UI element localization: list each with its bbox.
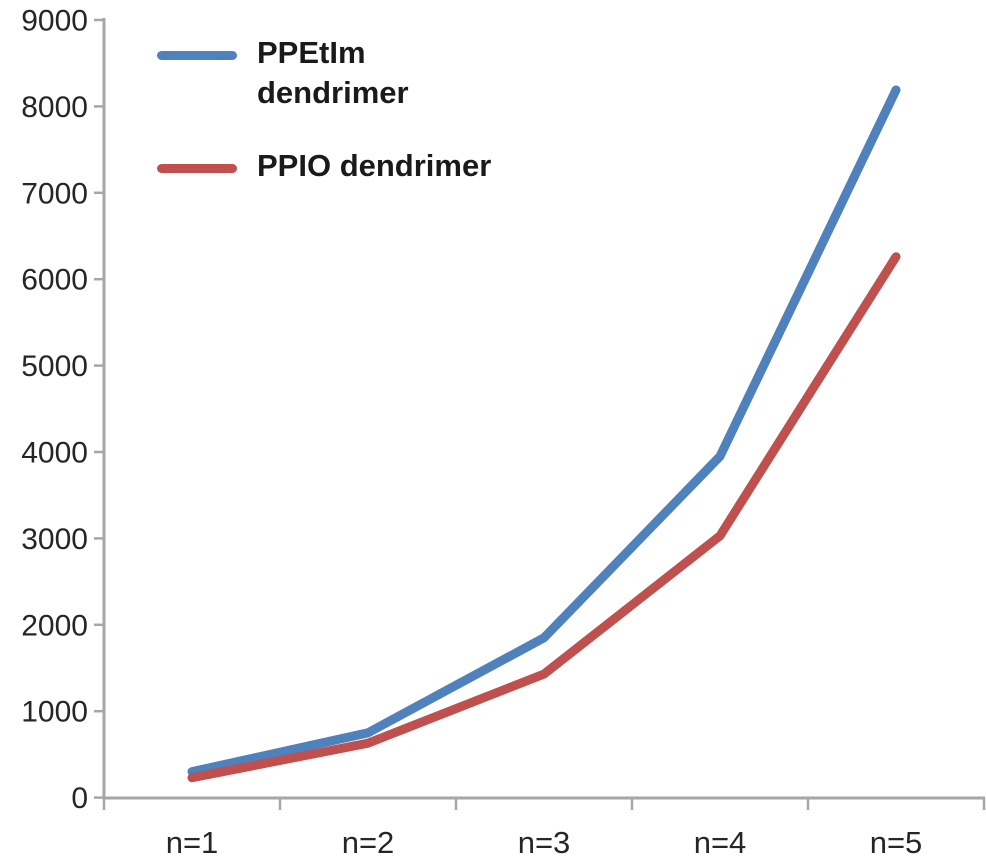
legend-line-swatch-ppio <box>157 164 237 173</box>
series-line-ppio[interactable] <box>187 252 901 783</box>
y-tick-label: 8000 <box>21 91 88 124</box>
series-line-ppetim[interactable] <box>187 85 901 777</box>
y-tick-label: 0 <box>71 782 88 815</box>
legend-line-swatch-ppetim <box>157 51 237 60</box>
y-tick-label: 1000 <box>21 696 88 729</box>
x-tick-label: n=5 <box>870 825 923 860</box>
y-tick-label: 5000 <box>21 350 88 383</box>
legend-item-ppio[interactable]: PPIO dendrimer <box>157 146 507 186</box>
y-tick-label: 9000 <box>21 5 88 38</box>
legend-label-ppio: PPIO dendrimer <box>257 148 492 183</box>
y-tick-label: 3000 <box>21 523 88 556</box>
x-tick-label: n=3 <box>518 825 571 860</box>
y-tick-label: 6000 <box>21 264 88 297</box>
y-tick-label: 2000 <box>21 609 88 642</box>
x-tick-label: n=4 <box>694 825 747 860</box>
legend-label-ppetim: PPEtIm dendrimer <box>257 35 409 110</box>
x-tick-label: n=1 <box>166 825 219 860</box>
y-tick-label: 7000 <box>21 177 88 210</box>
legend-item-ppetim[interactable]: PPEtIm dendrimer <box>157 33 507 113</box>
y-tick-label: 4000 <box>21 437 88 470</box>
x-tick-label: n=2 <box>342 825 395 860</box>
